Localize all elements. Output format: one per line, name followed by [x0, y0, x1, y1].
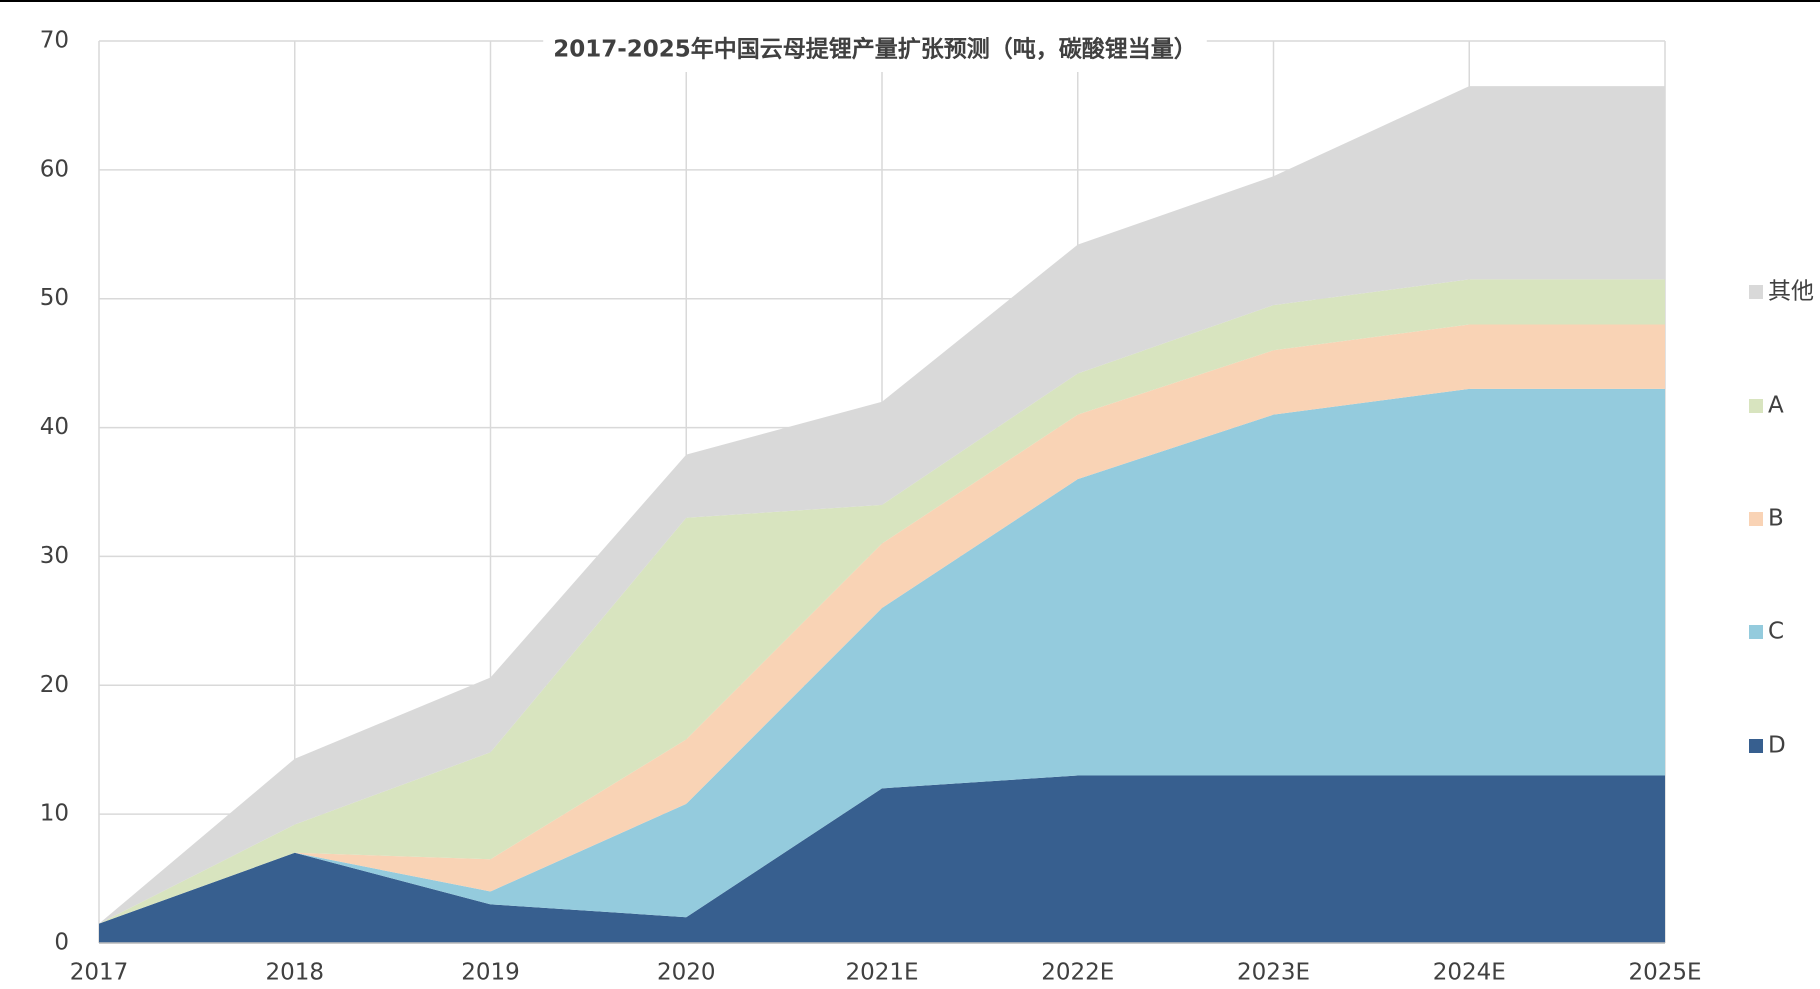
- x-tick-label: 2019: [461, 960, 520, 986]
- legend-swatch: [1749, 625, 1763, 639]
- y-tick-label: 0: [54, 930, 69, 956]
- y-tick-label: 30: [40, 543, 69, 569]
- legend-swatch: [1749, 739, 1763, 753]
- x-tick-label: 2022E: [1041, 960, 1114, 986]
- x-tick-label: 2024E: [1433, 960, 1506, 986]
- y-tick-label: 50: [40, 285, 69, 311]
- area: [99, 775, 1665, 943]
- y-tick-label: 60: [40, 156, 69, 182]
- x-tick-label: 2023E: [1237, 960, 1310, 986]
- legend-label: A: [1768, 393, 1784, 419]
- legend-swatch: [1749, 512, 1763, 526]
- y-tick-label: 10: [40, 801, 69, 827]
- area: [99, 324, 1665, 924]
- legend-label: D: [1768, 733, 1786, 759]
- x-tick-label: 2025E: [1628, 960, 1701, 986]
- x-tick-label: 2018: [265, 960, 324, 986]
- y-tick-label: 20: [40, 672, 69, 698]
- y-tick-label: 70: [40, 28, 69, 54]
- x-tick-label: 2020: [657, 960, 716, 986]
- legend-swatch: [1749, 285, 1763, 299]
- y-tick-label: 40: [40, 414, 69, 440]
- x-tick-label: 2017: [70, 960, 129, 986]
- x-tick-label: 2021E: [845, 960, 918, 986]
- legend-swatch: [1749, 399, 1763, 413]
- legend-label: B: [1768, 506, 1784, 532]
- area: [99, 388, 1665, 924]
- area: [99, 86, 1665, 924]
- area: [99, 279, 1665, 924]
- chart-title: 2017-2025年中国云母提锂产量扩张预测（吨，碳酸锂当量）: [553, 36, 1197, 63]
- legend-label: 其他: [1768, 279, 1814, 305]
- legend-label: C: [1768, 619, 1784, 645]
- title-bg: [543, 28, 1207, 72]
